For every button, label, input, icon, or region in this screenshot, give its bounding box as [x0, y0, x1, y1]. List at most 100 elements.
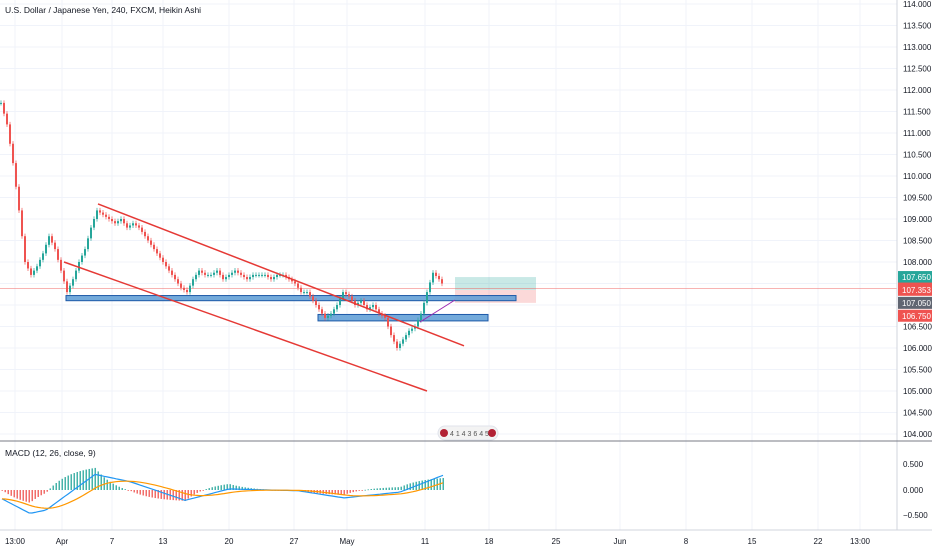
time-tick-label: 11	[421, 537, 430, 546]
candle-body	[213, 272, 215, 275]
macd-histogram-bar	[58, 480, 60, 490]
macd-histogram-bar	[115, 485, 117, 490]
candle-body	[9, 124, 11, 144]
candle-layer	[0, 100, 443, 351]
macd-histogram-bar	[355, 490, 357, 492]
candle-body	[438, 275, 440, 280]
macd-histogram-bar	[40, 490, 42, 496]
macd-histogram-bar	[112, 483, 114, 490]
price-tag	[898, 271, 932, 284]
candle-body	[12, 143, 14, 164]
candle-body	[375, 305, 377, 310]
candle-body	[351, 296, 353, 301]
price-tick-label: 113.500	[903, 22, 932, 31]
candle-body	[129, 225, 131, 228]
candle-body	[114, 221, 116, 224]
macd-histogram-bar	[16, 490, 18, 499]
macd-histogram-bar	[430, 479, 432, 490]
flag-icon	[440, 429, 448, 437]
candle-body	[429, 282, 431, 293]
time-tick-label: 25	[552, 537, 561, 546]
candle-body	[6, 113, 8, 125]
macd-histogram-bar	[52, 485, 54, 490]
macd-histogram-bar	[217, 485, 219, 490]
candle-body	[45, 244, 47, 254]
candle-body	[252, 274, 254, 278]
candle-body	[78, 262, 80, 271]
candle-body	[258, 274, 260, 276]
macd-histogram-bar	[205, 489, 207, 490]
candle-body	[231, 272, 233, 275]
macd-histogram-bar	[424, 480, 426, 490]
candle-body	[408, 330, 410, 336]
macd-tick-label: −0.500	[903, 511, 928, 520]
candle-body	[63, 270, 65, 282]
time-tick-label: 13	[159, 537, 168, 546]
time-tick-label: 20	[225, 537, 234, 546]
candle-body	[267, 274, 269, 278]
price-axis[interactable]: 114.000 113.500 113.000 112.500 112.000 111.5…	[903, 0, 932, 439]
price-tick-label: 105.500	[903, 366, 932, 375]
time-tick-label: 7	[110, 537, 115, 546]
macd-histogram-bar	[394, 487, 396, 490]
macd-histogram-bar	[142, 490, 144, 496]
macd-histogram-bar	[19, 490, 21, 500]
macd-histogram-bar	[64, 477, 66, 490]
time-tick-label: Apr	[56, 537, 69, 546]
candle-body	[174, 274, 176, 280]
macd-histogram-bar	[127, 490, 129, 491]
candle-body	[363, 300, 365, 305]
candle-body	[360, 300, 362, 303]
candle-body	[87, 238, 89, 250]
candle-body	[372, 305, 374, 308]
trend-line	[63, 261, 428, 392]
candle-body	[60, 259, 62, 271]
macd-histogram-bar	[433, 478, 435, 490]
macd-histogram-bar	[211, 487, 213, 490]
candle-body	[183, 287, 185, 290]
candle-body	[303, 292, 305, 294]
price-tick-label: 104.500	[903, 409, 932, 418]
candle-body	[426, 292, 428, 303]
price-tick-label: 113.000	[903, 43, 932, 52]
signal-line	[1, 480, 444, 509]
candle-body	[102, 212, 104, 215]
candle-body	[285, 274, 287, 278]
candle-body	[96, 210, 98, 219]
candle-body	[396, 341, 398, 348]
macd-histogram-bar	[130, 490, 132, 492]
macd-histogram-bar	[328, 490, 330, 495]
candle-body	[336, 305, 338, 310]
price-tick-label: 108.000	[903, 258, 932, 267]
macd-histogram-bar	[214, 486, 216, 490]
price-tick-label: 109.000	[903, 215, 932, 224]
candle-body	[405, 335, 407, 340]
time-axis[interactable]: 13:00 Apr 7 13 20 27 May 11 18 25 Jun 8 15 22 13:00	[5, 537, 871, 546]
price-tag	[898, 296, 932, 309]
price-tick-label: 104.000	[903, 430, 932, 439]
events-badge[interactable]: 4 1 4 3 6 4 5	[437, 425, 499, 441]
macd-histogram-bar	[379, 488, 381, 490]
macd-histogram-bar	[232, 484, 234, 490]
macd-histogram-bar	[373, 488, 375, 490]
time-tick-label: 13:00	[850, 537, 871, 546]
macd-histogram-bar	[178, 490, 180, 501]
candle-body	[204, 272, 206, 275]
macd-histogram-bar	[46, 490, 48, 492]
macd-histogram-bar	[196, 490, 198, 493]
macd-histogram-bar	[28, 490, 30, 503]
macd-histogram-bar	[157, 490, 159, 499]
macd-histogram-bar	[229, 484, 231, 490]
macd-histogram-bar	[82, 470, 84, 490]
candle-body	[24, 236, 26, 262]
macd-histogram-bar	[337, 490, 339, 495]
time-tick-label: 15	[748, 537, 757, 546]
candle-body	[345, 292, 347, 295]
candle-body	[51, 236, 53, 243]
macd-histogram-bar	[175, 490, 177, 501]
macd-histogram-bar	[340, 490, 342, 495]
candle-body	[240, 272, 242, 275]
